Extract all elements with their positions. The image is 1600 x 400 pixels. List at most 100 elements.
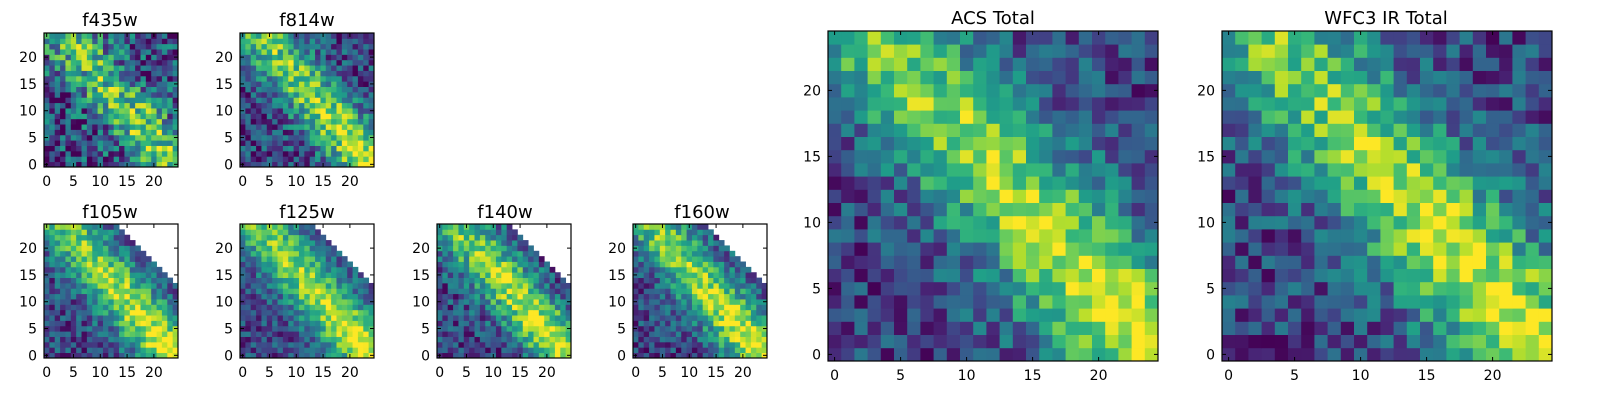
heatmap-cell <box>277 352 284 359</box>
heatmap-cell <box>341 91 348 98</box>
heatmap-cell <box>151 315 157 321</box>
heatmap-cell <box>1039 255 1053 269</box>
heatmap-cell <box>76 108 82 114</box>
heatmap-cell <box>528 325 534 332</box>
heatmap-cell <box>129 256 136 262</box>
heatmap-cell <box>1380 44 1394 58</box>
heatmap-cell <box>282 234 289 241</box>
heatmap-cell <box>654 352 661 359</box>
heatmap-cell <box>1472 57 1487 71</box>
heatmap-cell <box>1354 255 1368 269</box>
heatmap-cell <box>960 268 974 283</box>
heatmap-cell <box>654 288 661 295</box>
heatmap-cell <box>1144 31 1159 45</box>
heatmap-cell <box>65 277 72 284</box>
x-tick-label: 0 <box>435 365 444 381</box>
heatmap-cell <box>172 331 179 337</box>
heatmap-cell <box>129 97 136 104</box>
heatmap-cell <box>463 277 470 284</box>
heatmap-cell <box>288 288 294 295</box>
heatmap-cell <box>490 229 497 236</box>
heatmap-cell <box>734 266 741 273</box>
heatmap-cell <box>156 161 163 168</box>
heatmap-cell <box>946 70 961 85</box>
heatmap-cell <box>304 277 311 284</box>
heatmap-cell <box>512 299 518 305</box>
heatmap-cell <box>1105 334 1119 349</box>
heatmap-cell <box>277 299 284 305</box>
heatmap-cell <box>675 320 682 327</box>
heatmap-cell <box>458 229 465 236</box>
heatmap-cell <box>665 272 671 278</box>
heatmap-cell <box>368 102 375 109</box>
heatmap-cell <box>140 38 147 45</box>
heatmap-cell <box>469 261 475 268</box>
heatmap-cell <box>1301 149 1315 164</box>
heatmap-cell <box>1354 215 1368 230</box>
heatmap-cell <box>495 245 502 252</box>
heatmap-cell <box>140 256 147 262</box>
heatmap-cell <box>894 321 908 335</box>
heatmap-cell <box>161 347 168 354</box>
heatmap-cell <box>76 70 82 77</box>
heatmap-cell <box>54 140 61 146</box>
heatmap-cell <box>167 134 174 141</box>
heatmap-cell <box>304 234 311 241</box>
heatmap-cell <box>1340 242 1355 256</box>
heatmap-cell <box>1459 110 1474 124</box>
heatmap-cell <box>172 140 179 146</box>
heatmap-cell <box>1393 215 1408 230</box>
heatmap-cell <box>172 336 179 343</box>
heatmap-cell <box>986 321 1000 335</box>
heatmap-cell <box>867 136 882 151</box>
heatmap-cell <box>60 54 66 61</box>
heatmap-cell <box>363 91 370 98</box>
heatmap-cell <box>352 140 359 146</box>
heatmap-cell <box>102 250 109 257</box>
heatmap-cell <box>453 331 459 337</box>
heatmap-cell <box>522 320 529 327</box>
heatmap-cell <box>1393 136 1408 151</box>
heatmap-cell <box>1144 334 1159 349</box>
heatmap-cell <box>1380 70 1394 85</box>
heatmap-cell <box>352 145 359 152</box>
heatmap-cell <box>1486 136 1500 151</box>
heatmap-cell <box>261 118 268 125</box>
heatmap-cell <box>1012 110 1027 124</box>
heatmap-cell <box>729 277 736 284</box>
heatmap-cell <box>352 129 359 136</box>
panel-title-f140w: f140w <box>477 202 532 223</box>
heatmap-cell <box>113 97 120 104</box>
heatmap-cell <box>880 308 895 322</box>
x-tick-label: 0 <box>42 365 51 381</box>
heatmap-cell <box>1512 189 1526 203</box>
panel-title-acs-total: ACS Total <box>951 8 1035 29</box>
heatmap-cell <box>894 149 908 164</box>
heatmap-cell <box>167 145 174 152</box>
heatmap-cell <box>973 321 987 335</box>
heatmap-cell <box>1039 229 1053 243</box>
heatmap-cell <box>458 288 465 295</box>
heatmap-cell <box>1433 176 1447 190</box>
heatmap-cell <box>867 70 882 85</box>
heatmap-cell <box>920 321 934 335</box>
heatmap-cell <box>167 299 174 305</box>
heatmap-cell <box>261 54 268 61</box>
heatmap-cell <box>256 145 262 152</box>
heatmap-cell <box>1459 215 1474 230</box>
heatmap-cell <box>140 150 147 157</box>
heatmap-cell <box>97 293 104 300</box>
heatmap-cell <box>266 91 273 98</box>
heatmap-cell <box>363 97 370 104</box>
heatmap-cell <box>240 129 246 136</box>
heatmap-cell <box>880 281 895 296</box>
heatmap-cell <box>463 266 470 273</box>
heatmap-cell <box>1420 334 1434 349</box>
heatmap-cell <box>60 240 66 246</box>
heatmap-cell <box>495 325 502 332</box>
heatmap-cell <box>437 229 443 236</box>
heatmap-cell <box>681 234 687 241</box>
heatmap-cell <box>1406 149 1421 164</box>
heatmap-cell <box>986 176 1000 190</box>
heatmap-cell <box>1261 70 1276 85</box>
